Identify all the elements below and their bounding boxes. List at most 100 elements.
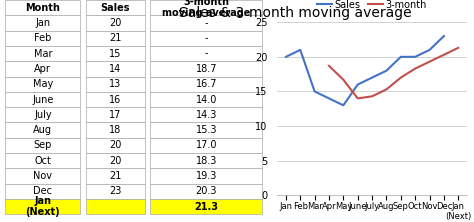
Text: Apr: Apr <box>35 64 51 74</box>
Bar <box>86 123 145 138</box>
Text: 18.3: 18.3 <box>196 156 217 166</box>
Bar <box>86 15 145 31</box>
Legend: Sales, 3-month: Sales, 3-month <box>313 0 431 14</box>
Bar <box>150 46 263 61</box>
Text: -: - <box>204 49 208 59</box>
Text: Jan: Jan <box>35 18 50 28</box>
Bar <box>150 153 263 168</box>
Bar <box>150 15 263 31</box>
Bar <box>5 92 80 107</box>
Bar <box>150 138 263 153</box>
Text: -: - <box>204 33 208 43</box>
Bar <box>150 168 263 184</box>
Text: Sep: Sep <box>34 141 52 151</box>
Bar <box>86 184 145 199</box>
Text: 18: 18 <box>109 125 121 135</box>
Bar <box>5 138 80 153</box>
3-month <box>456 46 461 49</box>
Sales <box>340 104 346 107</box>
Bar <box>86 107 145 123</box>
Text: 20: 20 <box>109 141 121 151</box>
Text: Mar: Mar <box>34 49 52 59</box>
Bar <box>5 168 80 184</box>
3-month <box>369 95 375 98</box>
Text: 23: 23 <box>109 186 121 196</box>
Text: 13: 13 <box>109 79 121 89</box>
Bar <box>5 107 80 123</box>
Text: Dec: Dec <box>33 186 52 196</box>
Text: 21: 21 <box>109 171 121 181</box>
Text: 14.3: 14.3 <box>196 110 217 120</box>
Text: Oct: Oct <box>35 156 51 166</box>
Text: Jan
(Next): Jan (Next) <box>26 196 60 218</box>
Bar <box>5 0 80 15</box>
Bar <box>5 184 80 199</box>
Bar <box>86 138 145 153</box>
Bar <box>86 61 145 77</box>
Line: Sales: Sales <box>286 36 444 105</box>
Sales <box>398 56 404 58</box>
Text: 16.7: 16.7 <box>195 79 217 89</box>
Bar <box>86 46 145 61</box>
Bar <box>86 77 145 92</box>
3-month <box>383 88 389 91</box>
3-month <box>398 76 404 79</box>
Sales <box>326 97 332 100</box>
Text: 17.0: 17.0 <box>195 141 217 151</box>
Bar <box>5 31 80 46</box>
Text: 15: 15 <box>109 49 121 59</box>
Text: 21.3: 21.3 <box>194 202 218 212</box>
Bar <box>150 107 263 123</box>
Text: Aug: Aug <box>33 125 52 135</box>
Text: 16: 16 <box>109 95 121 105</box>
Bar <box>150 123 263 138</box>
Text: May: May <box>33 79 53 89</box>
Sales <box>312 90 318 93</box>
Text: Sales: Sales <box>100 3 130 13</box>
Bar <box>86 199 145 214</box>
Bar <box>86 92 145 107</box>
Bar <box>150 0 263 15</box>
Bar <box>5 123 80 138</box>
Text: Feb: Feb <box>34 33 52 43</box>
Text: Sales & 3-month moving average: Sales & 3-month moving average <box>179 6 411 20</box>
Bar <box>150 199 263 214</box>
Text: 14.0: 14.0 <box>196 95 217 105</box>
Text: 20: 20 <box>109 18 121 28</box>
3-month <box>326 65 332 67</box>
Bar <box>150 77 263 92</box>
Sales <box>441 35 447 37</box>
Line: 3-month: 3-month <box>329 48 458 98</box>
Sales <box>369 76 375 79</box>
Text: -: - <box>204 18 208 28</box>
Sales <box>427 49 432 51</box>
Text: Nov: Nov <box>33 171 52 181</box>
Bar <box>86 168 145 184</box>
Sales <box>283 56 289 58</box>
Text: 21: 21 <box>109 33 121 43</box>
Sales <box>297 49 303 51</box>
3-month <box>340 78 346 81</box>
Text: 14: 14 <box>109 64 121 74</box>
Text: 3-month
moving average: 3-month moving average <box>162 0 250 18</box>
Bar <box>86 31 145 46</box>
Text: 15.3: 15.3 <box>195 125 217 135</box>
3-month <box>441 54 447 56</box>
Bar <box>86 153 145 168</box>
Bar <box>5 77 80 92</box>
Bar <box>150 92 263 107</box>
Sales <box>383 69 389 72</box>
Bar <box>150 31 263 46</box>
Bar <box>5 153 80 168</box>
Text: Month: Month <box>26 3 60 13</box>
Bar <box>150 184 263 199</box>
Text: 19.3: 19.3 <box>196 171 217 181</box>
Sales <box>355 83 361 86</box>
Bar <box>5 61 80 77</box>
Text: 17: 17 <box>109 110 121 120</box>
Sales <box>412 56 418 58</box>
Text: July: July <box>34 110 52 120</box>
Bar <box>150 61 263 77</box>
Bar <box>86 0 145 15</box>
3-month <box>427 60 432 63</box>
